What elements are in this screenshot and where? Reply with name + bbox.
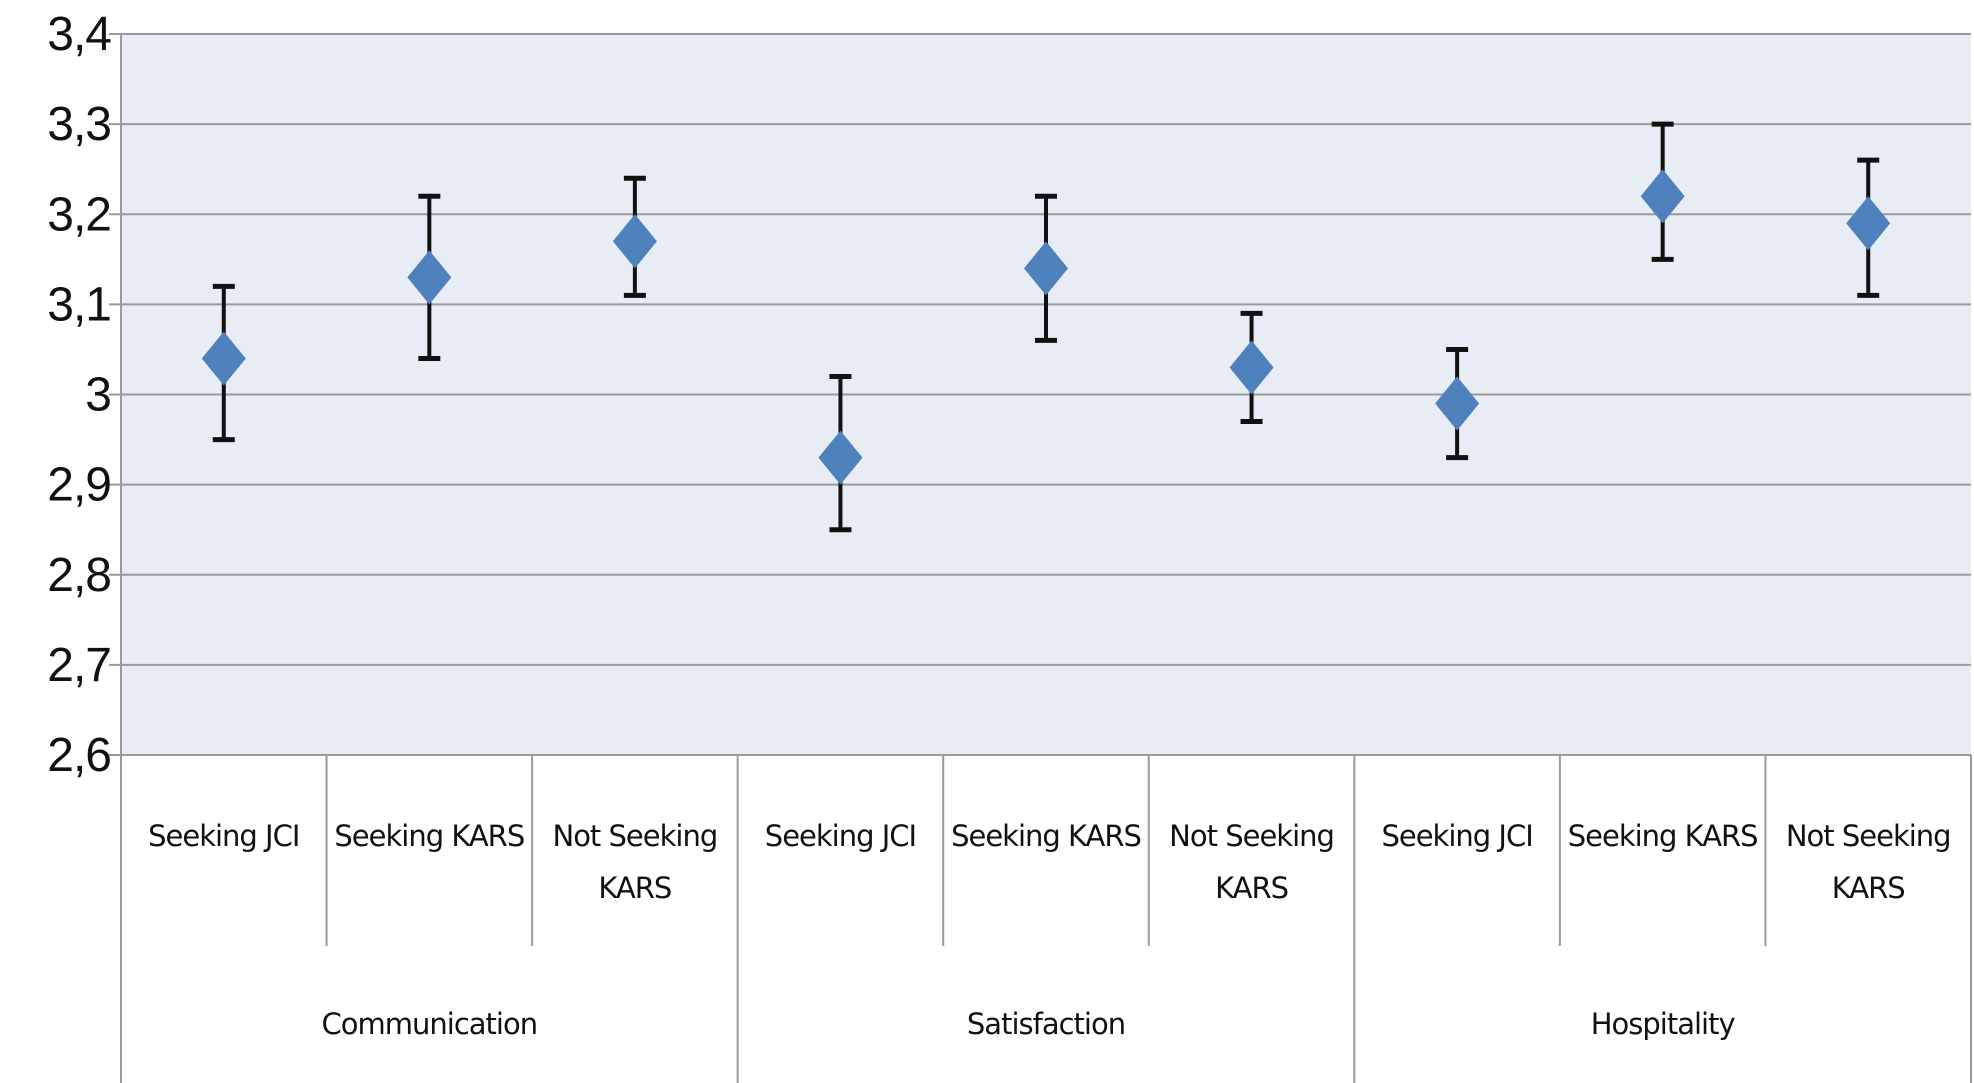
diamond-marker — [1229, 340, 1274, 395]
category-label-line: KARS — [1832, 871, 1905, 905]
category-label: Seeking JCI — [148, 819, 299, 853]
diamond-marker — [201, 331, 246, 386]
y-tick-label: 3,2 — [47, 188, 111, 241]
y-tick-label: 2,7 — [47, 639, 111, 692]
category-label-line: Not Seeking — [1169, 819, 1334, 853]
diamond-marker — [1435, 376, 1480, 431]
y-tick-label: 3,1 — [47, 278, 111, 331]
group-label: Satisfaction — [967, 1007, 1125, 1041]
diamond-marker — [612, 214, 657, 269]
category-label: Not Seeking KARS — [553, 819, 718, 905]
category-label-line: KARS — [598, 871, 671, 905]
category-label: Seeking JCI — [1381, 819, 1532, 853]
diamond-marker — [1640, 169, 1685, 224]
y-tick-label: 2,6 — [47, 729, 111, 782]
category-label: Seeking KARS — [334, 819, 524, 853]
diamond-marker — [818, 430, 863, 485]
group-label: Communication — [322, 1007, 538, 1041]
category-label: Seeking KARS — [1568, 819, 1758, 853]
error-bars — [212, 121, 1880, 533]
x-axis-category-table: Seeking JCI Seeking KARS Not Seeking KARS Co… — [120, 755, 1972, 1083]
y-tick-label: 2,8 — [47, 549, 111, 602]
y-axis-tick-labels: 2,6 2,7 2,8 2,9 3 3,1 3,2 3,3 3,4 — [47, 8, 112, 782]
category-label: Seeking JCI — [765, 819, 916, 853]
category-label-line: Not Seeking — [1786, 819, 1951, 853]
y-tick-label: 3 — [85, 369, 111, 422]
category-label: Seeking KARS — [951, 819, 1141, 853]
category-label: Not Seeking KARS — [1169, 819, 1334, 905]
data-markers — [201, 169, 1891, 485]
diamond-marker — [407, 250, 452, 305]
category-label-line: Not Seeking — [553, 819, 718, 853]
y-tick-label: 2,9 — [47, 459, 111, 512]
diamond-marker — [1846, 196, 1891, 251]
y-tick-label: 3,4 — [47, 8, 111, 61]
group-label: Hospitality — [1591, 1007, 1736, 1041]
diamond-marker — [1024, 241, 1068, 296]
category-label: Not Seeking KARS — [1786, 819, 1951, 905]
y-tick-label: 3,3 — [47, 98, 111, 151]
category-label-line: KARS — [1215, 871, 1288, 905]
